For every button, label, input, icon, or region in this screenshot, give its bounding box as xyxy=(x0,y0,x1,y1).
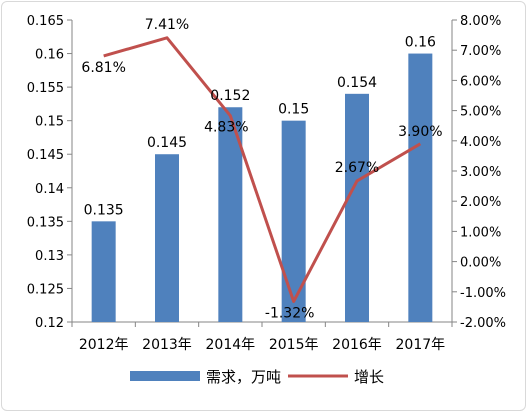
y-left-tick-label: 0.155 xyxy=(27,81,64,96)
legend-bar-swatch xyxy=(130,371,200,381)
y-right-tick-label: 7.00% xyxy=(460,44,501,59)
growth-line xyxy=(103,36,422,303)
y-right-tick-label: -2.00% xyxy=(460,316,506,331)
y-left-tick-label: 0.13 xyxy=(35,249,64,264)
bar-data-label: 0.16 xyxy=(405,35,436,51)
x-tick-label: 2012年 xyxy=(79,337,129,353)
line-data-label: 2.67% xyxy=(335,160,379,176)
bar-5 xyxy=(408,53,433,323)
line-data-label: -1.32% xyxy=(265,305,315,321)
bar-0 xyxy=(91,221,116,322)
y-right-tick-label: 0.00% xyxy=(460,256,501,271)
x-tick-label: 2013年 xyxy=(142,337,192,353)
bar-data-label: 0.15 xyxy=(278,102,309,118)
bar-data-label: 0.135 xyxy=(84,202,124,218)
x-tick-label: 2017年 xyxy=(396,337,446,353)
y-right-tick-label: 4.00% xyxy=(460,135,501,150)
y-left-tick-label: 0.14 xyxy=(35,182,64,197)
y-right-tick-label: 2.00% xyxy=(460,195,501,210)
x-tick-label: 2014年 xyxy=(206,337,256,353)
line-data-label: 4.83% xyxy=(204,120,248,136)
y-right-tick-label: 5.00% xyxy=(460,105,501,120)
legend-line-label: 增长 xyxy=(354,368,384,386)
bar-data-label: 0.152 xyxy=(210,88,250,104)
line-data-label: 7.41% xyxy=(145,17,189,33)
bar-4 xyxy=(345,93,369,322)
y-right-tick-label: 6.00% xyxy=(460,74,501,89)
x-tick-label: 2015年 xyxy=(269,337,319,353)
y-left-tick-label: 0.135 xyxy=(27,215,64,230)
y-left-tick-label: 0.16 xyxy=(35,48,64,63)
y-right-tick-label: 3.00% xyxy=(460,165,501,180)
y-left-tick-label: 0.12 xyxy=(35,316,64,331)
y-left-tick-label: 0.165 xyxy=(27,14,64,29)
bar-data-label: 0.154 xyxy=(337,75,377,91)
line-data-label: 3.90% xyxy=(398,124,442,140)
y-left-tick-label: 0.125 xyxy=(27,282,64,297)
y-left-tick-label: 0.15 xyxy=(35,115,64,130)
y-left-tick-label: 0.145 xyxy=(27,148,64,163)
legend-bar-label: 需求，万吨 xyxy=(206,368,281,386)
line-data-label: 6.81% xyxy=(81,60,125,76)
bar-data-label: 0.145 xyxy=(147,135,187,151)
bar-3 xyxy=(281,120,306,323)
bar-1 xyxy=(155,154,179,322)
y-right-tick-label: 8.00% xyxy=(460,14,501,29)
x-tick-label: 2016年 xyxy=(332,337,382,353)
y-right-tick-label: -1.00% xyxy=(460,286,506,301)
y-right-tick-label: 1.00% xyxy=(460,225,501,240)
